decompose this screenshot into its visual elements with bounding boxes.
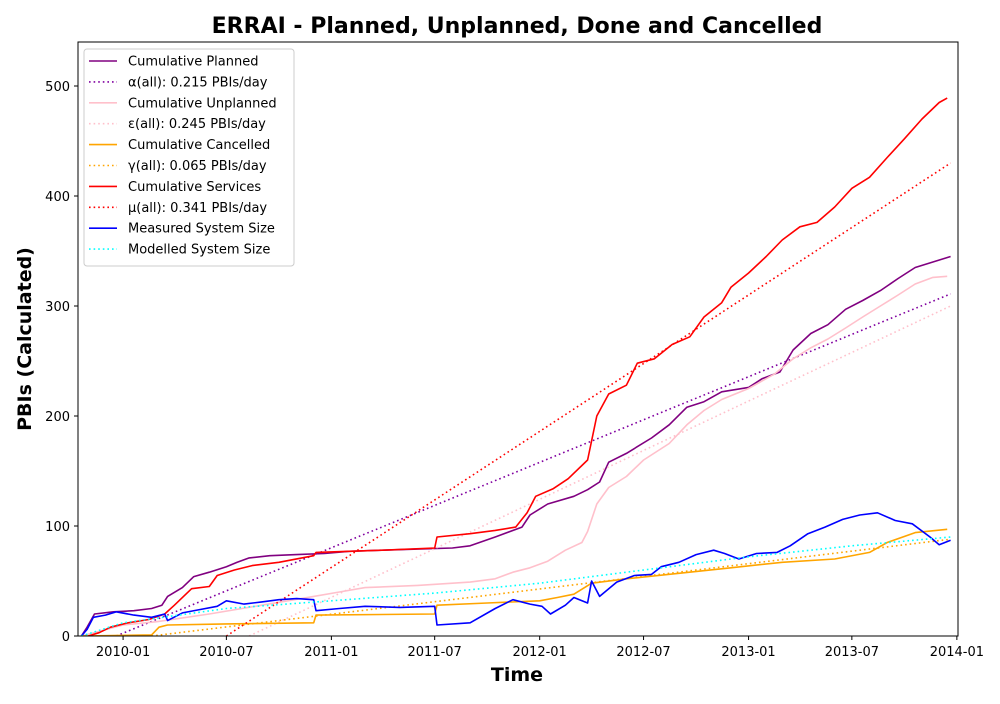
series-line-cumulative-cancelled [81,528,948,636]
y-tick-label: 500 [45,80,70,95]
x-tick-label: 2014-01 [930,645,984,660]
x-tick-label: 2011-07 [408,645,462,660]
legend-entry-label: μ(all): 0.341 PBIs/day [128,201,267,216]
axes-layer: 2010-01 2010-07 2011-01 2011-07 2012-01 2012-… [45,41,984,660]
x-axis-label: Time [491,664,543,686]
x-tick-label: 2012-07 [616,645,670,660]
series-line-cumulative-services [88,97,948,636]
legend-box [83,48,295,267]
series-line-all-0-215-pbis-day [115,293,951,636]
series-line-cumulative-unplanned [81,275,948,636]
legend-entry-label: γ(all): 0.065 PBIs/day [128,159,267,174]
legend-entry-label: α(all): 0.215 PBIs/day [128,75,268,90]
legend-entry-label: Cumulative Unplanned [128,96,277,111]
series-layer [80,97,952,636]
legend-entry-label: Cumulative Services [128,180,261,195]
legend-entry-label: Cumulative Cancelled [128,138,270,153]
x-tick-label: 2013-07 [825,645,879,660]
y-tick-label: 200 [45,410,70,425]
y-axis-label: PBIs (Calculated) [14,247,36,431]
legend: Cumulative Planned α(all): 0.215 PBIs/day… [83,48,295,267]
y-tick-label: 0 [62,630,70,645]
legend-entry-label: ε(all): 0.245 PBIs/day [128,117,266,132]
series-line-measured-system-size [80,511,951,636]
legend-entry-label: Modelled System Size [128,243,270,258]
legend-entry-label: Measured System Size [128,222,275,237]
series-line-all-0-245-pbis-day [248,305,951,636]
series-line-all-0-341-pbis-day [225,162,952,636]
series-line-modelled-system-size [81,536,951,636]
x-tick-label: 2011-01 [304,645,358,660]
plot-frame [77,41,959,637]
series-line-cumulative-planned [80,255,951,636]
x-tick-label: 2010-07 [199,645,253,660]
x-tick-label: 2012-01 [513,645,567,660]
y-tick-label: 100 [45,520,70,535]
y-tick-label: 400 [45,190,70,205]
legend-entry-label: Cumulative Planned [128,55,258,70]
x-tick-label: 2013-01 [721,645,775,660]
y-tick-label: 300 [45,300,70,315]
series-line-all-0-065-pbis-day [151,538,951,636]
x-tick-label: 2010-01 [96,645,150,660]
chart-title: ERRAI - Planned, Unplanned, Done and Can… [212,14,823,39]
